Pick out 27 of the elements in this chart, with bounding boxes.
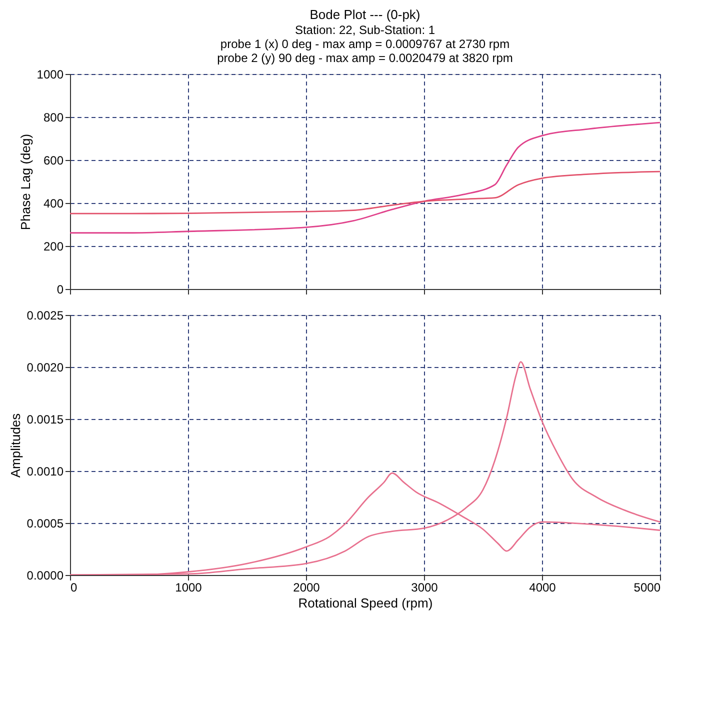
chart-subtitle: Station: 22, Sub-Station: 1 bbox=[294, 23, 436, 37]
chart-title: Bode Plot --- (0-pk) bbox=[310, 7, 420, 22]
y-tick-label: 600 bbox=[43, 154, 64, 168]
y-tick-label: 0.0020 bbox=[26, 360, 64, 374]
y-tick-label: 0.0010 bbox=[26, 464, 64, 478]
y-axis-title: Phase Lag (deg) bbox=[18, 134, 33, 230]
y-tick-label: 200 bbox=[43, 240, 64, 254]
x-tick-label: 4000 bbox=[529, 580, 556, 594]
y-tick-label: 800 bbox=[43, 110, 64, 124]
x-axis-title: Rotational Speed (rpm) bbox=[298, 596, 433, 610]
x-tick-label: 5000 bbox=[634, 580, 661, 594]
x-tick-label: 0 bbox=[70, 580, 78, 594]
y-tick-label: 0.0000 bbox=[26, 568, 64, 582]
x-tick-label: 1000 bbox=[175, 580, 202, 594]
text: probe 2 (y) 90 deg - max amp = 0.0020479 at 3820 rpm bbox=[217, 51, 513, 65]
y-tick-label: 1000 bbox=[36, 68, 64, 82]
y-tick-label: 400 bbox=[43, 196, 64, 210]
y-tick-label: 0.0015 bbox=[26, 412, 64, 426]
line-series bbox=[70, 122, 660, 234]
y-tick-label: 0.0005 bbox=[26, 516, 64, 530]
x-tick-label: 3000 bbox=[411, 580, 438, 594]
y-tick-label: 0.0025 bbox=[26, 308, 64, 322]
text: probe 1 (x) 0 deg - max amp = 0.0009767 at 2730 rpm bbox=[220, 37, 510, 51]
y-tick-label: 0 bbox=[56, 282, 64, 296]
line-series bbox=[70, 170, 660, 214]
y-axis-title: Amplitudes bbox=[8, 412, 23, 478]
x-tick-label: 2000 bbox=[293, 580, 320, 594]
